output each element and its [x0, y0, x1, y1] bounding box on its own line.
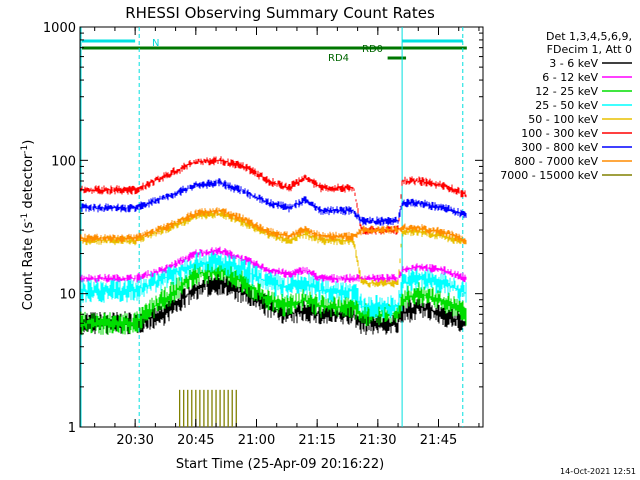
x-tick-label: 20:30 — [116, 433, 153, 448]
legend: Det 1,3,4,5,6,9, FDecim 1, Att 0 3 - 6 k… — [500, 30, 632, 182]
vertical-line-layer — [80, 27, 464, 427]
y-tick-label: 1 — [68, 421, 76, 436]
x-tick-label: 20:45 — [177, 433, 214, 448]
rd0-flag-label: RD0 — [362, 44, 383, 55]
legend-label: 7000 - 15000 keV — [500, 169, 598, 182]
x-tick-label: 21:15 — [298, 433, 335, 448]
plot-timestamp: 14-Oct-2021 12:51 — [560, 467, 636, 476]
legend-label: 100 - 300 keV — [521, 127, 598, 140]
y-axis-label: Count Rate (s-1 detector-1) — [20, 140, 36, 311]
legend-header-2: FDecim 1, Att 0 — [547, 43, 632, 56]
plot-frame — [79, 26, 484, 428]
series-800-7000-kev — [80, 207, 467, 245]
legend-label: 12 - 25 keV — [535, 85, 598, 98]
y-tick-label: 10 — [59, 288, 76, 303]
tick-layer: 20:30 20:45 21:00 21:15 21:30 21:45 1 10 100 1000 — [43, 21, 483, 448]
legend-label: 300 - 800 keV — [521, 141, 598, 154]
legend-label: 50 - 100 keV — [528, 113, 598, 126]
x-tick-label: 21:30 — [359, 433, 396, 448]
rd4-flag-label: RD4 — [328, 53, 349, 64]
legend-label: 25 - 50 keV — [535, 99, 598, 112]
x-axis-label: Start Time (25-Apr-09 20:16:22) — [176, 457, 384, 472]
flag-layer — [82, 39, 467, 60]
x-tick-label: 21:00 — [238, 433, 275, 448]
night-flag-label: N — [152, 38, 159, 49]
legend-label: 800 - 7000 keV — [514, 155, 598, 168]
series-300-800-kev — [80, 178, 467, 226]
x-tick-label: 21:45 — [420, 433, 457, 448]
legend-header-1: Det 1,3,4,5,6,9, — [546, 30, 632, 43]
legend-label: 3 - 6 keV — [549, 57, 598, 70]
legend-label: 6 - 12 keV — [542, 71, 598, 84]
y-tick-label: 1000 — [43, 21, 76, 36]
series-25-50-kev — [80, 251, 467, 319]
y-tick-label: 100 — [51, 154, 76, 169]
chart-title: RHESSI Observing Summary Count Rates — [125, 4, 435, 22]
